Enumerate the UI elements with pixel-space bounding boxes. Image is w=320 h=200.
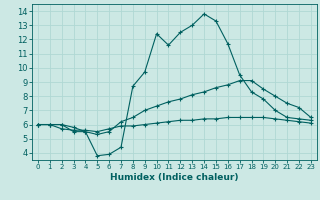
X-axis label: Humidex (Indice chaleur): Humidex (Indice chaleur) bbox=[110, 173, 239, 182]
